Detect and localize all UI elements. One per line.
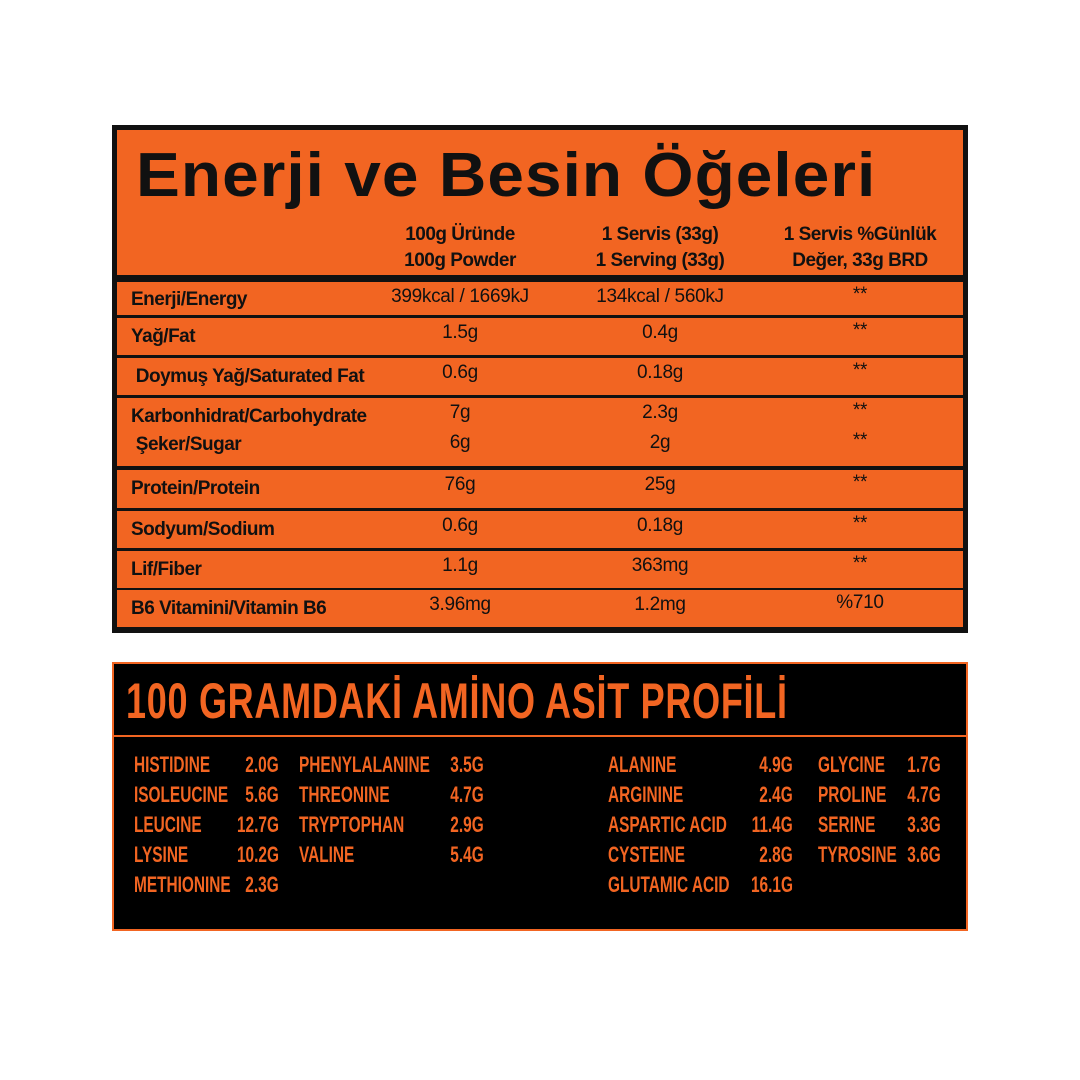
nutrition-table: Enerji ve Besin Öğeleri 100g Üründe 100g … (112, 125, 968, 633)
column-header-line: 1 Servis %Günlük (783, 224, 937, 245)
column-header-line: 100g Powder (404, 250, 516, 271)
amino-value: 2.3G (245, 872, 279, 897)
amino-name: SERINE (818, 812, 876, 837)
amino-value: 5.6G (245, 782, 279, 807)
amino-value: 3.3G (907, 812, 941, 837)
nutrient-label: Protein/Protein (131, 478, 260, 499)
amino-value: 4.9G (759, 752, 793, 777)
amino-value: 16.1G (751, 872, 793, 897)
column-header-line: 1 Serving (33g) (595, 250, 725, 271)
amino-acid-panel: 100 GRAMDAKİ AMİNO ASİT PROFİLİ HISTIDIN… (112, 662, 968, 931)
nutrient-value: 0.18g (636, 362, 684, 383)
nutrient-value: 3.96mg (429, 594, 491, 615)
amino-name: PHENYLALANINE (299, 752, 430, 777)
nutrient-value: ** (852, 360, 868, 381)
nutrition-row: Doymuş Yağ/Saturated Fat 0.6g 0.18g ** (117, 358, 963, 395)
amino-value: 4.7G (450, 782, 484, 807)
amino-name: ARGININE (608, 782, 684, 807)
amino-name: GLUTAMIC ACID (608, 872, 730, 897)
nutrient-value: 0.6g (442, 362, 478, 383)
nutrition-row: Yağ/Fat 1.5g 0.4g ** (117, 318, 963, 355)
column-header-daily-value: 1 Servis %Günlük Değer, 33g BRD (760, 222, 960, 274)
amino-name: ISOLEUCINE (134, 782, 229, 807)
amino-name: LYSINE (134, 842, 189, 867)
divider (114, 735, 966, 737)
nutrient-value: 1.2mg (634, 594, 686, 615)
amino-title: 100 GRAMDAKİ AMİNO ASİT PROFİLİ (126, 673, 788, 729)
amino-name: TRYPTOPHAN (299, 812, 405, 837)
nutrient-value: ** (852, 320, 868, 341)
nutrient-value: 25g (644, 474, 676, 495)
nutrient-value: 399kcal / 1669kJ (391, 286, 529, 307)
amino-value: 10.2G (237, 842, 279, 867)
nutrition-row: Protein/Protein 76g 25g ** (117, 470, 963, 508)
amino-value: 3.5G (450, 752, 484, 777)
nutrient-value: ** (852, 400, 868, 421)
nutrient-label: Sodyum/Sodium (131, 519, 275, 540)
nutrient-value: 1.1g (442, 555, 478, 576)
column-header-line: Değer, 33g BRD (792, 250, 928, 271)
nutrient-value: ** (852, 472, 868, 493)
nutrient-label: Şeker/Sugar (131, 434, 242, 455)
amino-name: PROLINE (818, 782, 887, 807)
amino-value: 4.7G (907, 782, 941, 807)
column-header-serving: 1 Servis (33g) 1 Serving (33g) (560, 222, 760, 274)
amino-value: 2.4G (759, 782, 793, 807)
nutrition-header: Enerji ve Besin Öğeleri 100g Üründe 100g … (117, 130, 963, 275)
nutrition-row: Lif/Fiber 1.1g 363mg ** (117, 551, 963, 588)
nutrient-value: 2.3g (642, 402, 678, 423)
nutrient-value: 76g (444, 474, 476, 495)
amino-value: 3.6G (907, 842, 941, 867)
nutrient-value: 134kcal / 560kJ (596, 286, 724, 307)
nutrient-value: 0.4g (642, 322, 678, 343)
nutrient-label: Karbonhidrat/Carbohydrate (131, 406, 367, 427)
nutrient-value: 1.5g (442, 322, 478, 343)
nutrient-value: 363mg (631, 555, 689, 576)
amino-name: ASPARTIC ACID (608, 812, 727, 837)
nutrient-value: 2g (649, 432, 671, 453)
column-header-100g: 100g Üründe 100g Powder (360, 222, 560, 274)
nutrition-row: Enerji/Energy 399kcal / 1669kJ 134kcal / 5… (117, 282, 963, 315)
amino-value: 11.4G (751, 812, 793, 837)
nutrition-row: Sodyum/Sodium 0.6g 0.18g ** (117, 511, 963, 548)
column-header-line: 1 Servis (33g) (601, 224, 719, 245)
amino-name: TYROSINE (818, 842, 897, 867)
nutrient-value: ** (852, 284, 868, 305)
amino-name: VALINE (299, 842, 355, 867)
amino-name: METHIONINE (134, 872, 231, 897)
amino-name: GLYCINE (818, 752, 886, 777)
amino-value: 2.0G (245, 752, 279, 777)
nutrient-label: Yağ/Fat (131, 326, 196, 347)
nutrient-value: 6g (449, 432, 471, 453)
amino-name: THREONINE (299, 782, 390, 807)
nutrient-value: %710 (836, 592, 884, 613)
amino-name: LEUCINE (134, 812, 202, 837)
nutrient-label: Doymuş Yağ/Saturated Fat (131, 366, 365, 387)
nutrient-value: ** (852, 513, 868, 534)
amino-value: 12.7G (237, 812, 279, 837)
amino-value: 2.9G (450, 812, 484, 837)
nutrient-value: 7g (449, 402, 471, 423)
nutrition-title: Enerji ve Besin Öğeleri (136, 141, 877, 210)
amino-name: CYSTEINE (608, 842, 686, 867)
nutrient-label: Lif/Fiber (131, 559, 202, 580)
nutrition-row: Karbonhidrat/Carbohydrate 7g 2.3g ** Şeker/… (117, 398, 963, 466)
amino-value: 1.7G (907, 752, 941, 777)
amino-value: 2.8G (759, 842, 793, 867)
nutrient-label: B6 Vitamini/Vitamin B6 (131, 598, 327, 619)
amino-name: ALANINE (608, 752, 677, 777)
nutrient-value: ** (852, 430, 868, 451)
nutrient-value: 0.6g (442, 515, 478, 536)
column-header-line: 100g Üründe (405, 224, 515, 245)
nutrient-value: 0.18g (636, 515, 684, 536)
nutrition-row: B6 Vitamini/Vitamin B6 3.96mg 1.2mg %710 (117, 590, 963, 627)
nutrient-value: ** (852, 553, 868, 574)
amino-name: HISTIDINE (134, 752, 211, 777)
nutrient-label: Enerji/Energy (131, 289, 248, 310)
amino-value: 5.4G (450, 842, 484, 867)
